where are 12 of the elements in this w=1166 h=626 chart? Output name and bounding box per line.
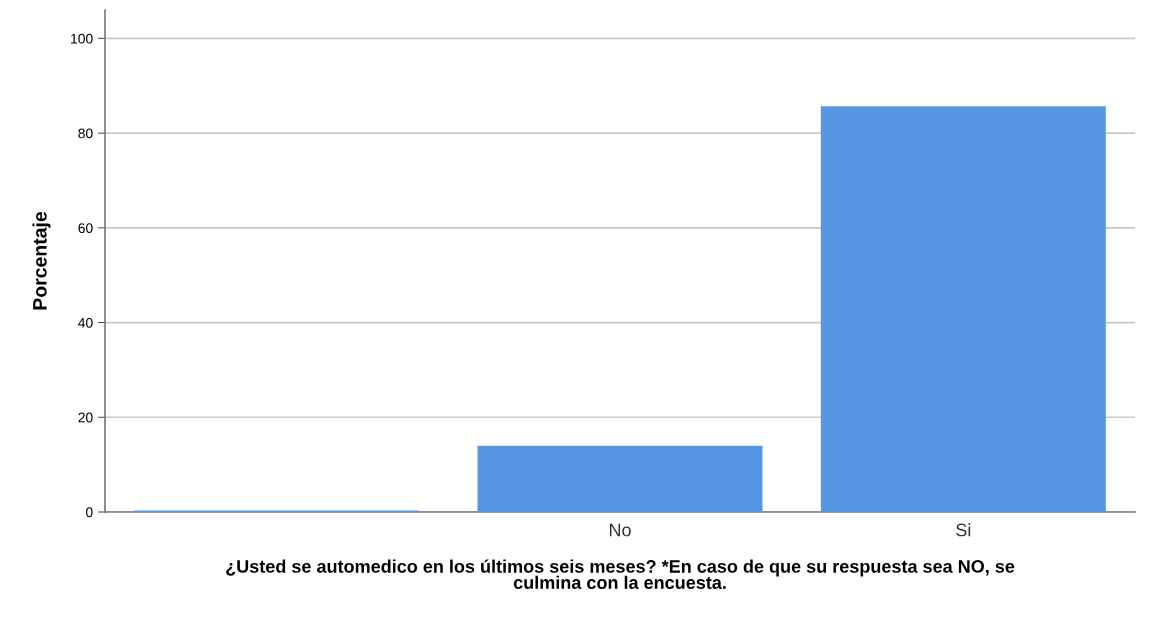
- x-tick-label: No: [609, 523, 631, 537]
- y-tick-label: 80: [78, 128, 93, 139]
- y-axis-title: Porcentaje: [32, 211, 51, 310]
- y-tick-label: 0: [86, 507, 93, 518]
- y-tick-label: 60: [78, 223, 93, 234]
- y-tick-label: 20: [78, 412, 93, 423]
- y-tick-label: 100: [71, 33, 93, 44]
- x-axis-title: ¿Usted se automedico en los últimos seis meses? *En caso de que su respuesta sea NO, se culmina con la encuesta.: [226, 559, 1015, 589]
- x-tick-label: Si: [956, 523, 971, 537]
- y-tick-label: 40: [78, 317, 93, 328]
- bar: [477, 445, 763, 512]
- bar: [820, 106, 1106, 512]
